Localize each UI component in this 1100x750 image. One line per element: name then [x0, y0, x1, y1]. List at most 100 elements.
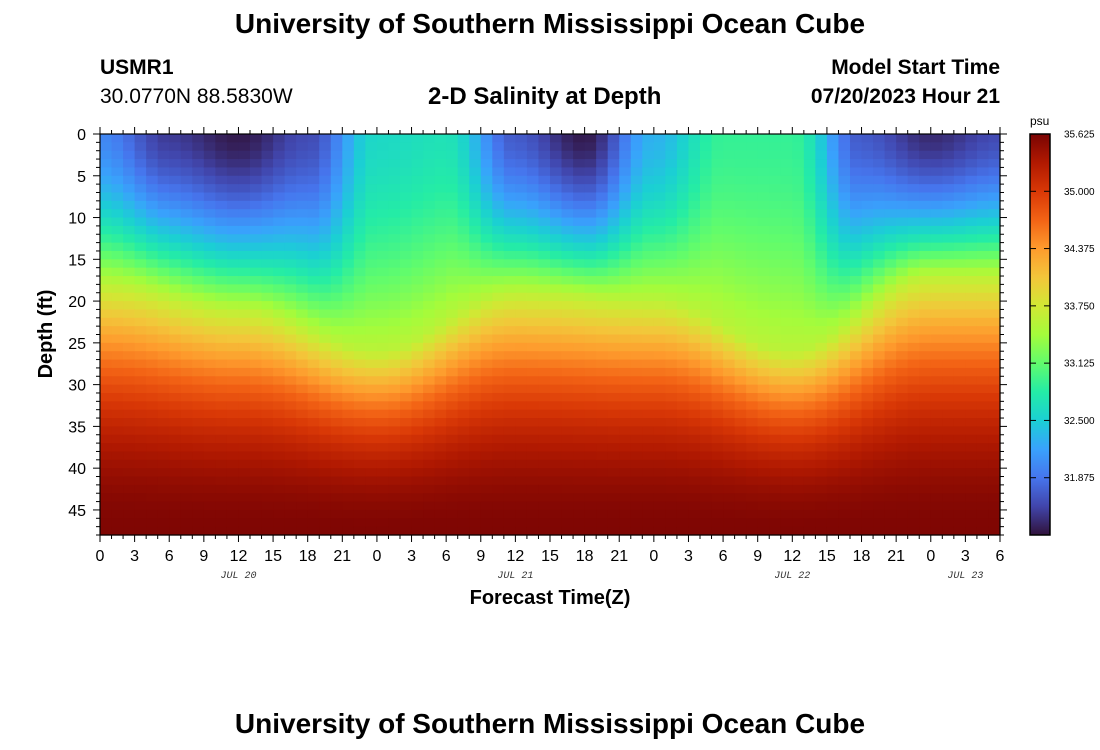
heatmap-cell: [953, 493, 966, 503]
heatmap-cell: [976, 392, 990, 402]
heatmap-cell: [734, 376, 747, 386]
heatmap-cell: [492, 476, 505, 486]
heatmap-cell: [365, 476, 378, 486]
heatmap-cell: [434, 509, 447, 519]
heatmap-cell: [792, 234, 805, 244]
heatmap-cell: [619, 200, 632, 210]
heatmap-cell: [157, 142, 170, 152]
heatmap-cell: [296, 175, 309, 185]
heatmap-cell: [296, 367, 309, 377]
heatmap-cell: [607, 367, 620, 377]
heatmap-cell: [838, 493, 851, 503]
heatmap-cell: [134, 326, 147, 336]
heatmap-cell: [284, 426, 297, 436]
heatmap-cell: [803, 384, 816, 394]
heatmap-cell: [226, 518, 240, 528]
y-tick-label: 5: [77, 169, 86, 186]
heatmap-cell: [238, 192, 251, 202]
heatmap-cell: [896, 284, 909, 294]
heatmap-cell: [330, 392, 343, 402]
heatmap-cell: [180, 334, 193, 344]
page-title: University of Southern Mississippi Ocean…: [234, 8, 866, 39]
heatmap-cell: [365, 409, 378, 419]
heatmap-cell: [434, 476, 447, 486]
heatmap-cell: [596, 392, 609, 402]
heatmap-cell: [803, 351, 816, 361]
heatmap-cell: [250, 342, 263, 352]
heatmap-cell: [526, 175, 540, 185]
heatmap-cell: [503, 384, 516, 394]
heatmap-cell: [919, 276, 932, 285]
heatmap-cell: [792, 426, 805, 436]
heatmap-cell: [896, 184, 909, 194]
heatmap-cell: [215, 192, 228, 202]
heatmap-cell: [296, 209, 309, 219]
heatmap-cell: [596, 234, 609, 244]
heatmap-cell: [376, 309, 390, 319]
heatmap-cell: [653, 384, 666, 394]
heatmap-cell: [411, 292, 424, 302]
heatmap-cell: [411, 518, 424, 528]
heatmap-cell: [330, 451, 343, 461]
heatmap-cell: [792, 484, 805, 494]
colorbar-tick-label: 34.375: [1064, 244, 1095, 255]
heatmap-cell: [400, 317, 413, 327]
heatmap-cell: [192, 250, 205, 260]
heatmap-cell: [561, 501, 574, 511]
heatmap-cell: [723, 526, 736, 536]
heatmap-cell: [526, 526, 540, 536]
heatmap-cell: [146, 376, 159, 386]
heatmap-cell: [619, 351, 632, 361]
heatmap-cell: [319, 418, 332, 427]
heatmap-cell: [226, 259, 240, 269]
heatmap-cell: [526, 326, 540, 336]
heatmap-cell: [169, 192, 182, 202]
heatmap-cell: [607, 242, 620, 252]
heatmap-cell: [688, 167, 701, 177]
heatmap-cell: [665, 142, 678, 152]
heatmap-cell: [619, 443, 632, 453]
heatmap-cell: [815, 426, 828, 436]
heatmap-cell: [515, 217, 528, 227]
heatmap-cell: [538, 476, 551, 486]
heatmap-cell: [353, 426, 366, 436]
heatmap-cell: [146, 409, 159, 419]
heatmap-cell: [653, 342, 666, 352]
heatmap-cell: [100, 200, 113, 210]
heatmap-cell: [446, 334, 459, 344]
heatmap-cell: [388, 134, 401, 143]
heatmap-cell: [734, 443, 747, 453]
heatmap-cell: [157, 301, 170, 311]
heatmap-cell: [930, 493, 943, 503]
heatmap-cell: [526, 217, 540, 227]
heatmap-cell: [884, 418, 897, 427]
heatmap-cell: [330, 434, 343, 444]
heatmap-cell: [942, 284, 955, 294]
heatmap-cell: [376, 250, 390, 260]
heatmap-cell: [630, 175, 643, 185]
heatmap-cell: [988, 150, 1001, 160]
heatmap-cell: [919, 509, 932, 519]
heatmap-cell: [515, 334, 528, 344]
heatmap-cell: [365, 468, 378, 478]
heatmap-cell: [238, 250, 251, 260]
heatmap-cell: [676, 392, 690, 402]
heatmap-cell: [180, 443, 193, 453]
heatmap-cell: [850, 142, 863, 152]
heatmap-cell: [988, 175, 1001, 185]
heatmap-cell: [157, 284, 170, 294]
heatmap-cell: [826, 351, 840, 361]
heatmap-cell: [988, 351, 1001, 361]
heatmap-cell: [930, 484, 943, 494]
heatmap-cell: [492, 434, 505, 444]
heatmap-cell: [261, 150, 274, 160]
heatmap-cell: [873, 451, 886, 461]
heatmap-cell: [884, 292, 897, 302]
heatmap-cell: [884, 476, 897, 486]
heatmap-cell: [492, 209, 505, 219]
heatmap-cell: [100, 267, 113, 277]
heatmap-cell: [423, 284, 436, 294]
heatmap-cell: [988, 259, 1001, 269]
heatmap-cell: [711, 284, 724, 294]
heatmap-cell: [815, 501, 828, 511]
